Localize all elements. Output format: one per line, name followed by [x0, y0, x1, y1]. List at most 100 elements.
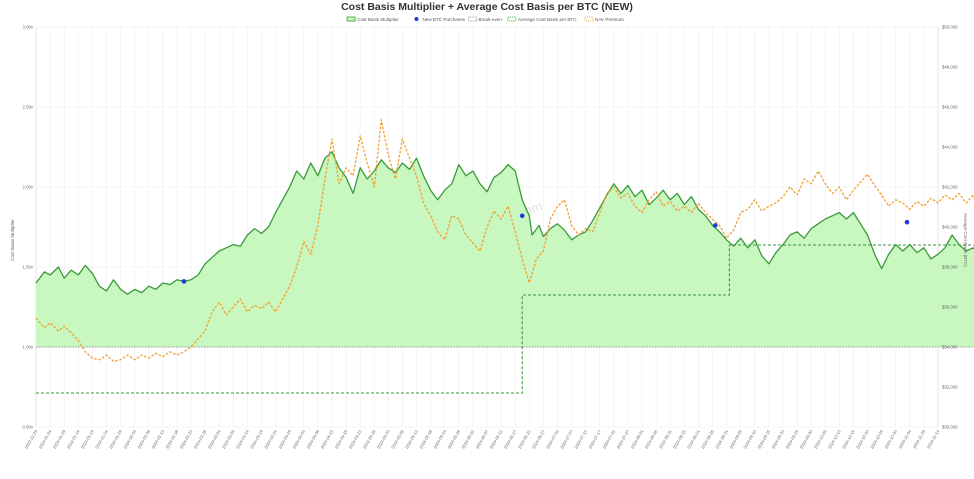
grid-lines [35, 26, 939, 428]
x-tick-label: 2024-05-23 [432, 428, 447, 449]
x-tick-label: 2024-06-22 [517, 428, 532, 449]
y-left-tick-label: 3.00x [22, 25, 33, 30]
x-tick-label: 2024-05-28 [446, 428, 461, 449]
x-tick-label: 2024-05-08 [390, 428, 405, 449]
x-tick-label: 2024-09-30 [799, 428, 814, 449]
x-tick-label: 2024-07-12 [573, 428, 588, 449]
legend-label: Average Cost Basis per BTC [518, 17, 577, 22]
x-tick-label: 2024-03-14 [235, 428, 250, 449]
x-tick-label: 2024-05-03 [376, 428, 391, 449]
y-right-tick-label: $50,000 [942, 25, 958, 30]
y-left-tick-label: 0.50x [22, 425, 33, 430]
y-right-tick-label: $46,000 [942, 105, 958, 110]
x-tick-label: 2024-11-04 [898, 428, 913, 449]
x-tick-label: 2024-11-14 [926, 428, 941, 449]
legend-item: Break-even [468, 16, 502, 22]
legend-swatch [468, 16, 477, 22]
x-tick-label: 2024-08-16 [672, 428, 687, 449]
legend-label: Break-even [478, 17, 502, 22]
x-axis: 2023-12-29 2024-01-04 2024-01-09 2024-01-14… [24, 428, 941, 449]
y-left-tick-label: 1.50x [22, 265, 33, 270]
y-right-tick-label: $36,000 [942, 305, 958, 310]
legend-label: Cost Basis Multiplier [357, 17, 399, 22]
chart-title: Cost Basis Multiplier + Average Cost Bas… [341, 1, 633, 13]
x-tick-label: 2024-10-30 [883, 428, 898, 449]
legend-item: Average Cost Basis per BTC [507, 16, 577, 22]
x-tick-label: 2024-09-25 [785, 428, 800, 449]
x-tick-label: 2024-07-17 [587, 428, 602, 449]
x-tick-label: 2024-10-25 [869, 428, 884, 449]
x-tick-label: 2024-06-07 [475, 428, 490, 449]
x-tick-label: 2024-08-06 [644, 428, 659, 449]
x-tick-label: 2024-06-27 [531, 428, 546, 449]
y-right-tick-label: $32,000 [942, 385, 958, 390]
x-tick-label: 2024-03-29 [277, 428, 292, 449]
cost-basis-multiplier-area [36, 151, 974, 347]
x-tick-label: 2024-02-28 [193, 428, 208, 449]
btc-purchase-point [904, 219, 910, 225]
x-tick-label: 2024-01-04 [38, 428, 53, 449]
x-tick-label: 2024-05-18 [418, 428, 433, 449]
legend-swatch [507, 16, 517, 22]
x-tick-label: 2024-07-02 [545, 428, 560, 449]
btc-purchase-point [181, 279, 187, 284]
chart-legend: Cost Basis Multiplier New BTC Purchases Br… [346, 16, 624, 22]
y-left-tick-label: 2.00x [22, 185, 33, 190]
x-tick-label: 2024-09-15 [756, 428, 771, 449]
x-tick-label: 2024-08-21 [686, 428, 701, 449]
y-left-tick-label: 1.00x [22, 345, 33, 350]
x-tick-label: 2024-04-18 [334, 428, 349, 449]
x-tick-label: 2024-03-04 [207, 428, 222, 449]
x-tick-label: 2024-08-01 [630, 428, 645, 449]
x-tick-label: 2024-06-17 [503, 428, 518, 449]
btc-purchase-point [519, 213, 525, 219]
legend-swatch [584, 16, 594, 22]
cost-basis-multiplier-line [35, 151, 974, 295]
x-tick-label: 2024-10-20 [855, 428, 870, 449]
x-tick-label: 2024-07-22 [601, 428, 616, 449]
y-axis-right: $30,000 $32,000 $34,000 $36,000 $38,000 $40,0… [942, 25, 958, 430]
x-tick-label: 2024-04-23 [348, 428, 363, 449]
y-right-tick-label: $42,000 [942, 185, 958, 190]
x-tick-label: 2024-03-09 [221, 428, 236, 449]
x-tick-label: 2024-02-03 [122, 428, 137, 449]
x-tick-label: 2024-07-07 [559, 428, 574, 449]
x-tick-label: 2024-03-24 [263, 428, 278, 449]
legend-item: NAV Premium [584, 16, 624, 22]
y-right-tick-label: $38,000 [942, 265, 958, 270]
x-tick-label: 2024-01-29 [108, 428, 123, 449]
x-tick-label: 2024-02-23 [179, 428, 194, 449]
y-right-tick-label: $48,000 [942, 65, 958, 70]
legend-swatch [414, 17, 419, 21]
nav-premium-line [35, 119, 974, 363]
x-tick-label: 2024-01-19 [80, 428, 95, 449]
y-axis-right-title: Average Cost Basis (BTC) [963, 213, 968, 267]
x-tick-label: 2024-02-08 [136, 428, 151, 449]
y-axis-left: 0.50x 1.00x 1.50x 2.00x 2.50x 3.00x [22, 25, 33, 430]
y-right-tick-label: $40,000 [942, 225, 958, 230]
x-tick-label: 2024-01-09 [52, 428, 67, 449]
x-tick-label: 2024-08-11 [658, 428, 673, 449]
y-right-tick-label: $34,000 [942, 345, 958, 350]
x-tick-label: 2024-01-14 [66, 428, 81, 449]
x-tick-label: 2024-10-10 [827, 428, 842, 449]
average-cost-basis-line [36, 244, 974, 394]
x-tick-label: 2024-04-28 [362, 428, 377, 449]
x-tick-label: 2024-02-18 [164, 428, 179, 449]
x-tick-label: 2024-04-03 [291, 428, 306, 449]
x-tick-label: 2024-07-27 [615, 428, 630, 449]
x-tick-label: 2024-02-13 [150, 428, 165, 449]
x-tick-label: 2024-08-31 [714, 428, 729, 449]
legend-label: New BTC Purchases [422, 17, 465, 22]
legend-item: New BTC Purchases [414, 17, 466, 22]
plot-area [35, 119, 974, 394]
x-tick-label: 2024-10-05 [813, 428, 828, 449]
x-tick-label: 2024-05-13 [404, 428, 419, 449]
y-left-tick-label: 2.50x [22, 105, 33, 110]
x-tick-label: 2023-12-29 [24, 428, 39, 449]
legend-swatch [346, 16, 356, 22]
y-right-tick-label: $44,000 [942, 145, 958, 150]
x-tick-label: 2024-04-13 [320, 428, 335, 449]
